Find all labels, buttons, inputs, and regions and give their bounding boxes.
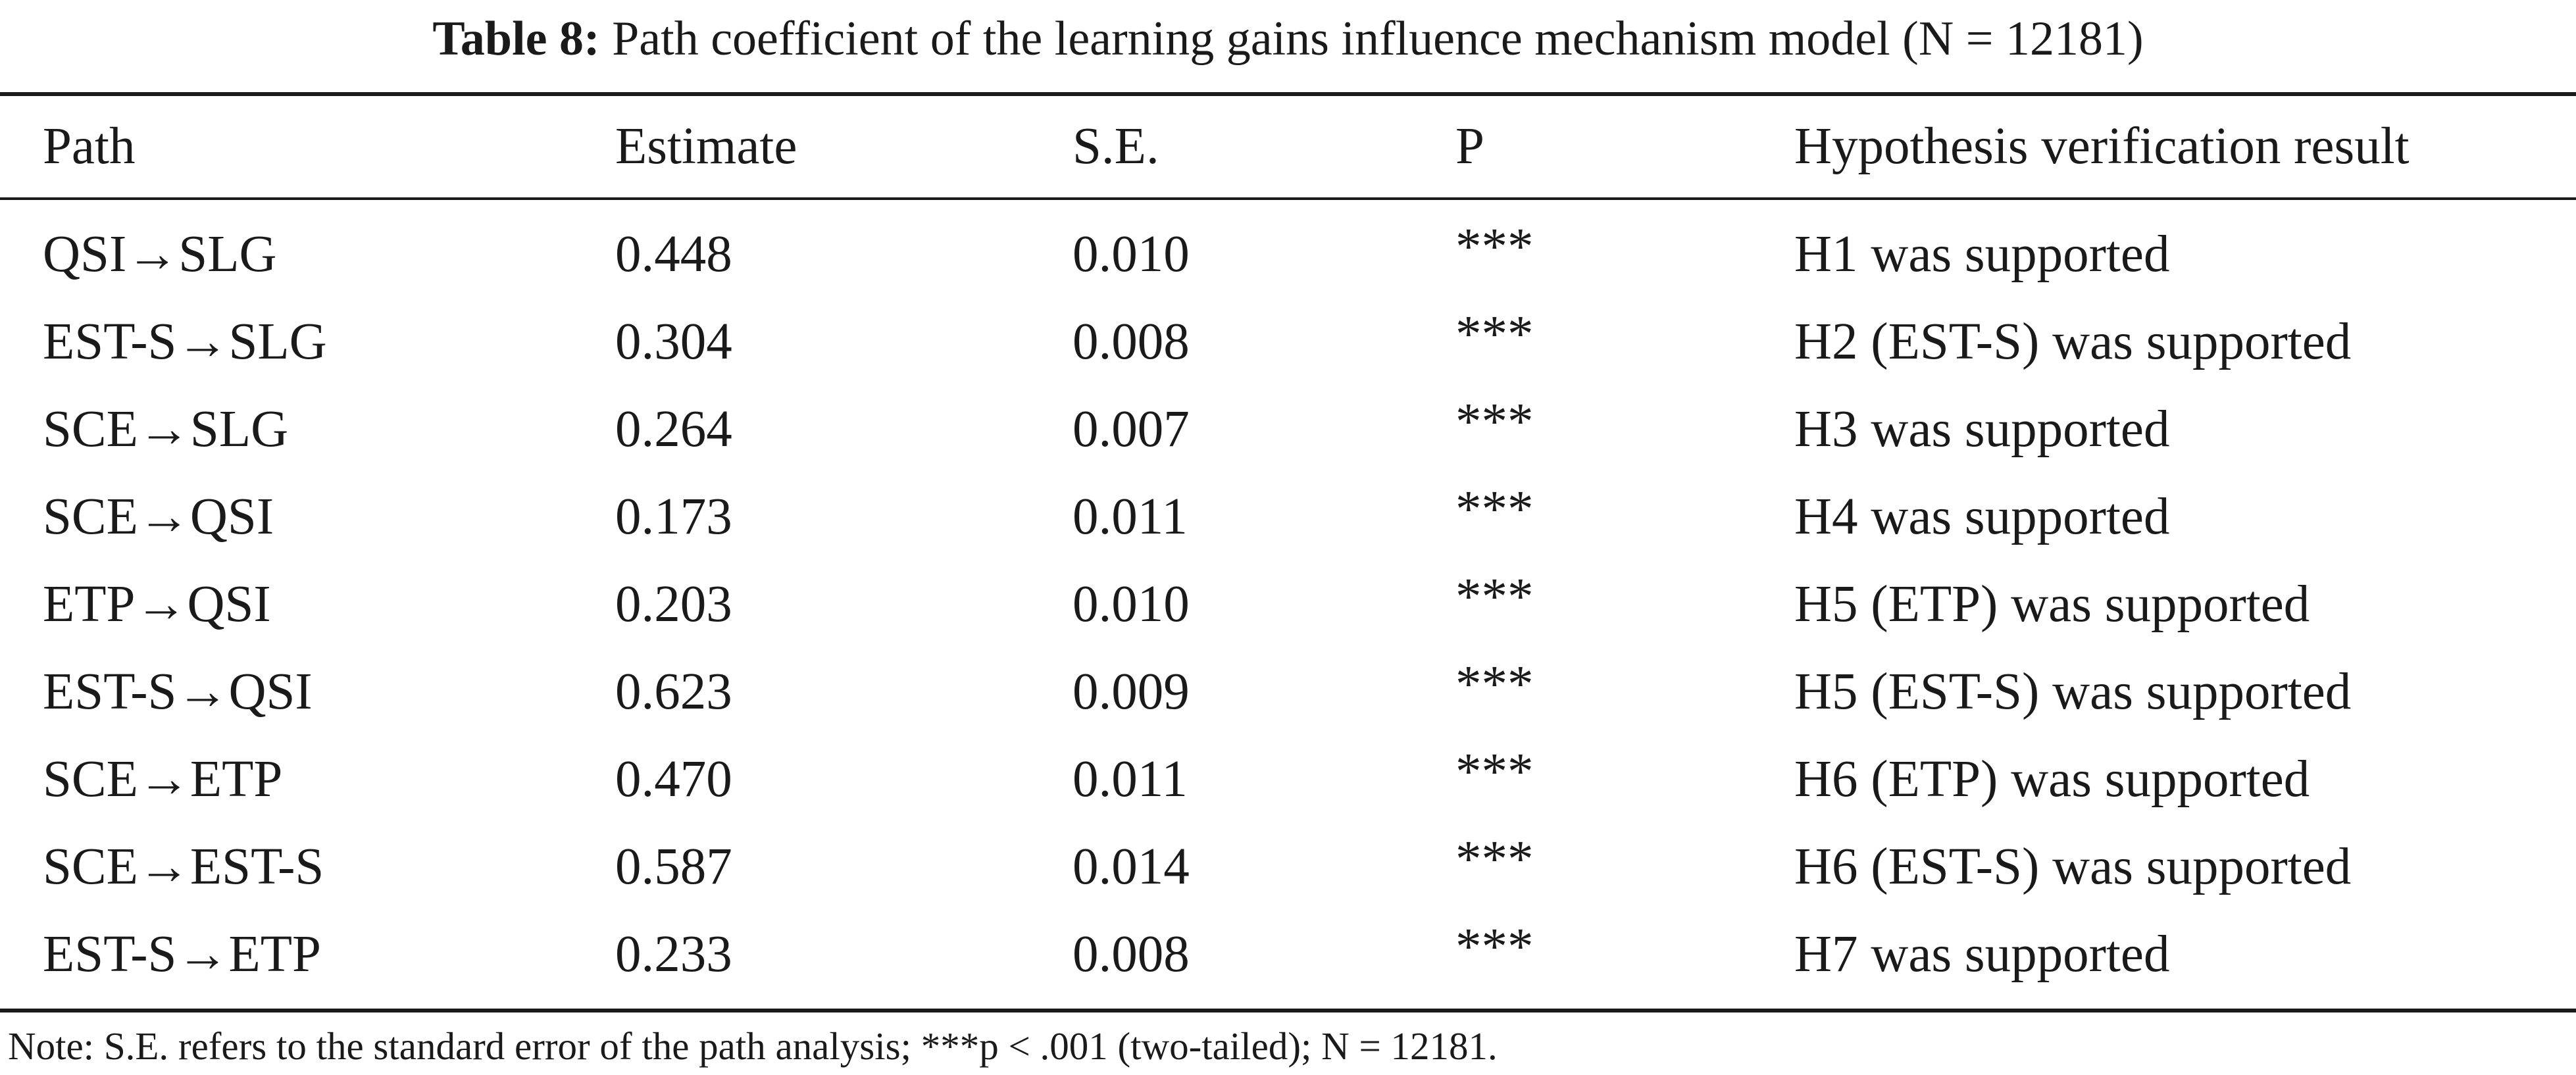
cell-hypothesis: H3 was supported	[1794, 400, 2170, 458]
table-row: SCE→ETP 0.470 0.011 *** H6 (ETP) was sup…	[0, 736, 2576, 823]
cell-path: EST-S→ETP	[43, 925, 321, 983]
cell-hypothesis: H2 (EST-S) was supported	[1794, 312, 2352, 370]
cell-hypothesis: H1 was supported	[1794, 225, 2170, 283]
table-row: QSI→SLG 0.448 0.010 *** H1 was supported	[0, 211, 2576, 298]
cell-path: SCE→EST-S	[43, 838, 324, 895]
cell-se: 0.011	[1073, 750, 1188, 808]
cell-path: EST-S→SLG	[43, 312, 327, 370]
cell-hypothesis: H5 (ETP) was supported	[1794, 575, 2310, 633]
table-number: Table 8:	[432, 12, 600, 66]
table-row: ETP→QSI 0.203 0.010 *** H5 (ETP) was sup…	[0, 561, 2576, 648]
table-header-row: Path Estimate S.E. P Hypothesis verifica…	[0, 99, 2576, 194]
table-row: SCE→SLG 0.264 0.007 *** H3 was supported	[0, 386, 2576, 473]
cell-estimate: 0.203	[615, 575, 732, 633]
header-se: S.E.	[1073, 117, 1159, 175]
header-path: Path	[43, 117, 136, 175]
cell-p: ***	[1455, 393, 1534, 451]
table-title: Path coefficient of the learning gains i…	[612, 12, 2144, 66]
cell-hypothesis: H6 (ETP) was supported	[1794, 750, 2310, 808]
cell-hypothesis: H7 was supported	[1794, 925, 2170, 983]
cell-se: 0.010	[1073, 575, 1190, 633]
cell-p: ***	[1455, 480, 1534, 538]
table-row: SCE→QSI 0.173 0.011 *** H4 was supported	[0, 473, 2576, 561]
cell-path: SCE→ETP	[43, 750, 283, 808]
table-row: EST-S→QSI 0.623 0.009 *** H5 (EST-S) was…	[0, 648, 2576, 736]
cell-p: ***	[1455, 743, 1534, 801]
cell-estimate: 0.304	[615, 312, 732, 370]
cell-estimate: 0.623	[615, 662, 732, 720]
cell-p: ***	[1455, 568, 1534, 626]
cell-estimate: 0.448	[615, 225, 732, 283]
header-rule	[0, 197, 2576, 200]
cell-path: EST-S→QSI	[43, 662, 313, 720]
cell-se: 0.011	[1073, 488, 1188, 545]
cell-hypothesis: H4 was supported	[1794, 488, 2170, 545]
header-hypothesis: Hypothesis verification result	[1794, 117, 2410, 175]
cell-estimate: 0.587	[615, 838, 732, 895]
cell-se: 0.009	[1073, 662, 1190, 720]
cell-path: QSI→SLG	[43, 225, 277, 283]
cell-path: SCE→SLG	[43, 400, 289, 458]
header-estimate: Estimate	[615, 117, 797, 175]
cell-hypothesis: H6 (EST-S) was supported	[1794, 838, 2352, 895]
bottom-rule	[0, 1009, 2576, 1013]
table-row: EST-S→SLG 0.304 0.008 *** H2 (EST-S) was…	[0, 298, 2576, 386]
table-body: QSI→SLG 0.448 0.010 *** H1 was supported…	[0, 211, 2576, 998]
cell-estimate: 0.173	[615, 488, 732, 545]
table-row: SCE→EST-S 0.587 0.014 *** H6 (EST-S) was…	[0, 823, 2576, 911]
cell-p: ***	[1455, 655, 1534, 713]
cell-estimate: 0.233	[615, 925, 732, 983]
cell-se: 0.008	[1073, 925, 1190, 983]
cell-se: 0.008	[1073, 312, 1190, 370]
cell-path: ETP→QSI	[43, 575, 271, 633]
cell-p: ***	[1455, 830, 1534, 888]
top-rule	[0, 92, 2576, 96]
cell-path: SCE→QSI	[43, 488, 274, 545]
cell-p: ***	[1455, 218, 1534, 276]
table-note: Note: S.E. refers to the standard error …	[8, 1024, 1498, 1068]
cell-p: ***	[1455, 305, 1534, 363]
cell-se: 0.014	[1073, 838, 1190, 895]
cell-se: 0.007	[1073, 400, 1190, 458]
cell-estimate: 0.264	[615, 400, 732, 458]
cell-hypothesis: H5 (EST-S) was supported	[1794, 662, 2352, 720]
cell-p: ***	[1455, 918, 1534, 976]
cell-estimate: 0.470	[615, 750, 732, 808]
table-caption: Table 8: Path coefficient of the learnin…	[0, 0, 2576, 78]
header-p: P	[1455, 117, 1484, 175]
cell-se: 0.010	[1073, 225, 1190, 283]
table-row: EST-S→ETP 0.233 0.008 *** H7 was support…	[0, 911, 2576, 998]
